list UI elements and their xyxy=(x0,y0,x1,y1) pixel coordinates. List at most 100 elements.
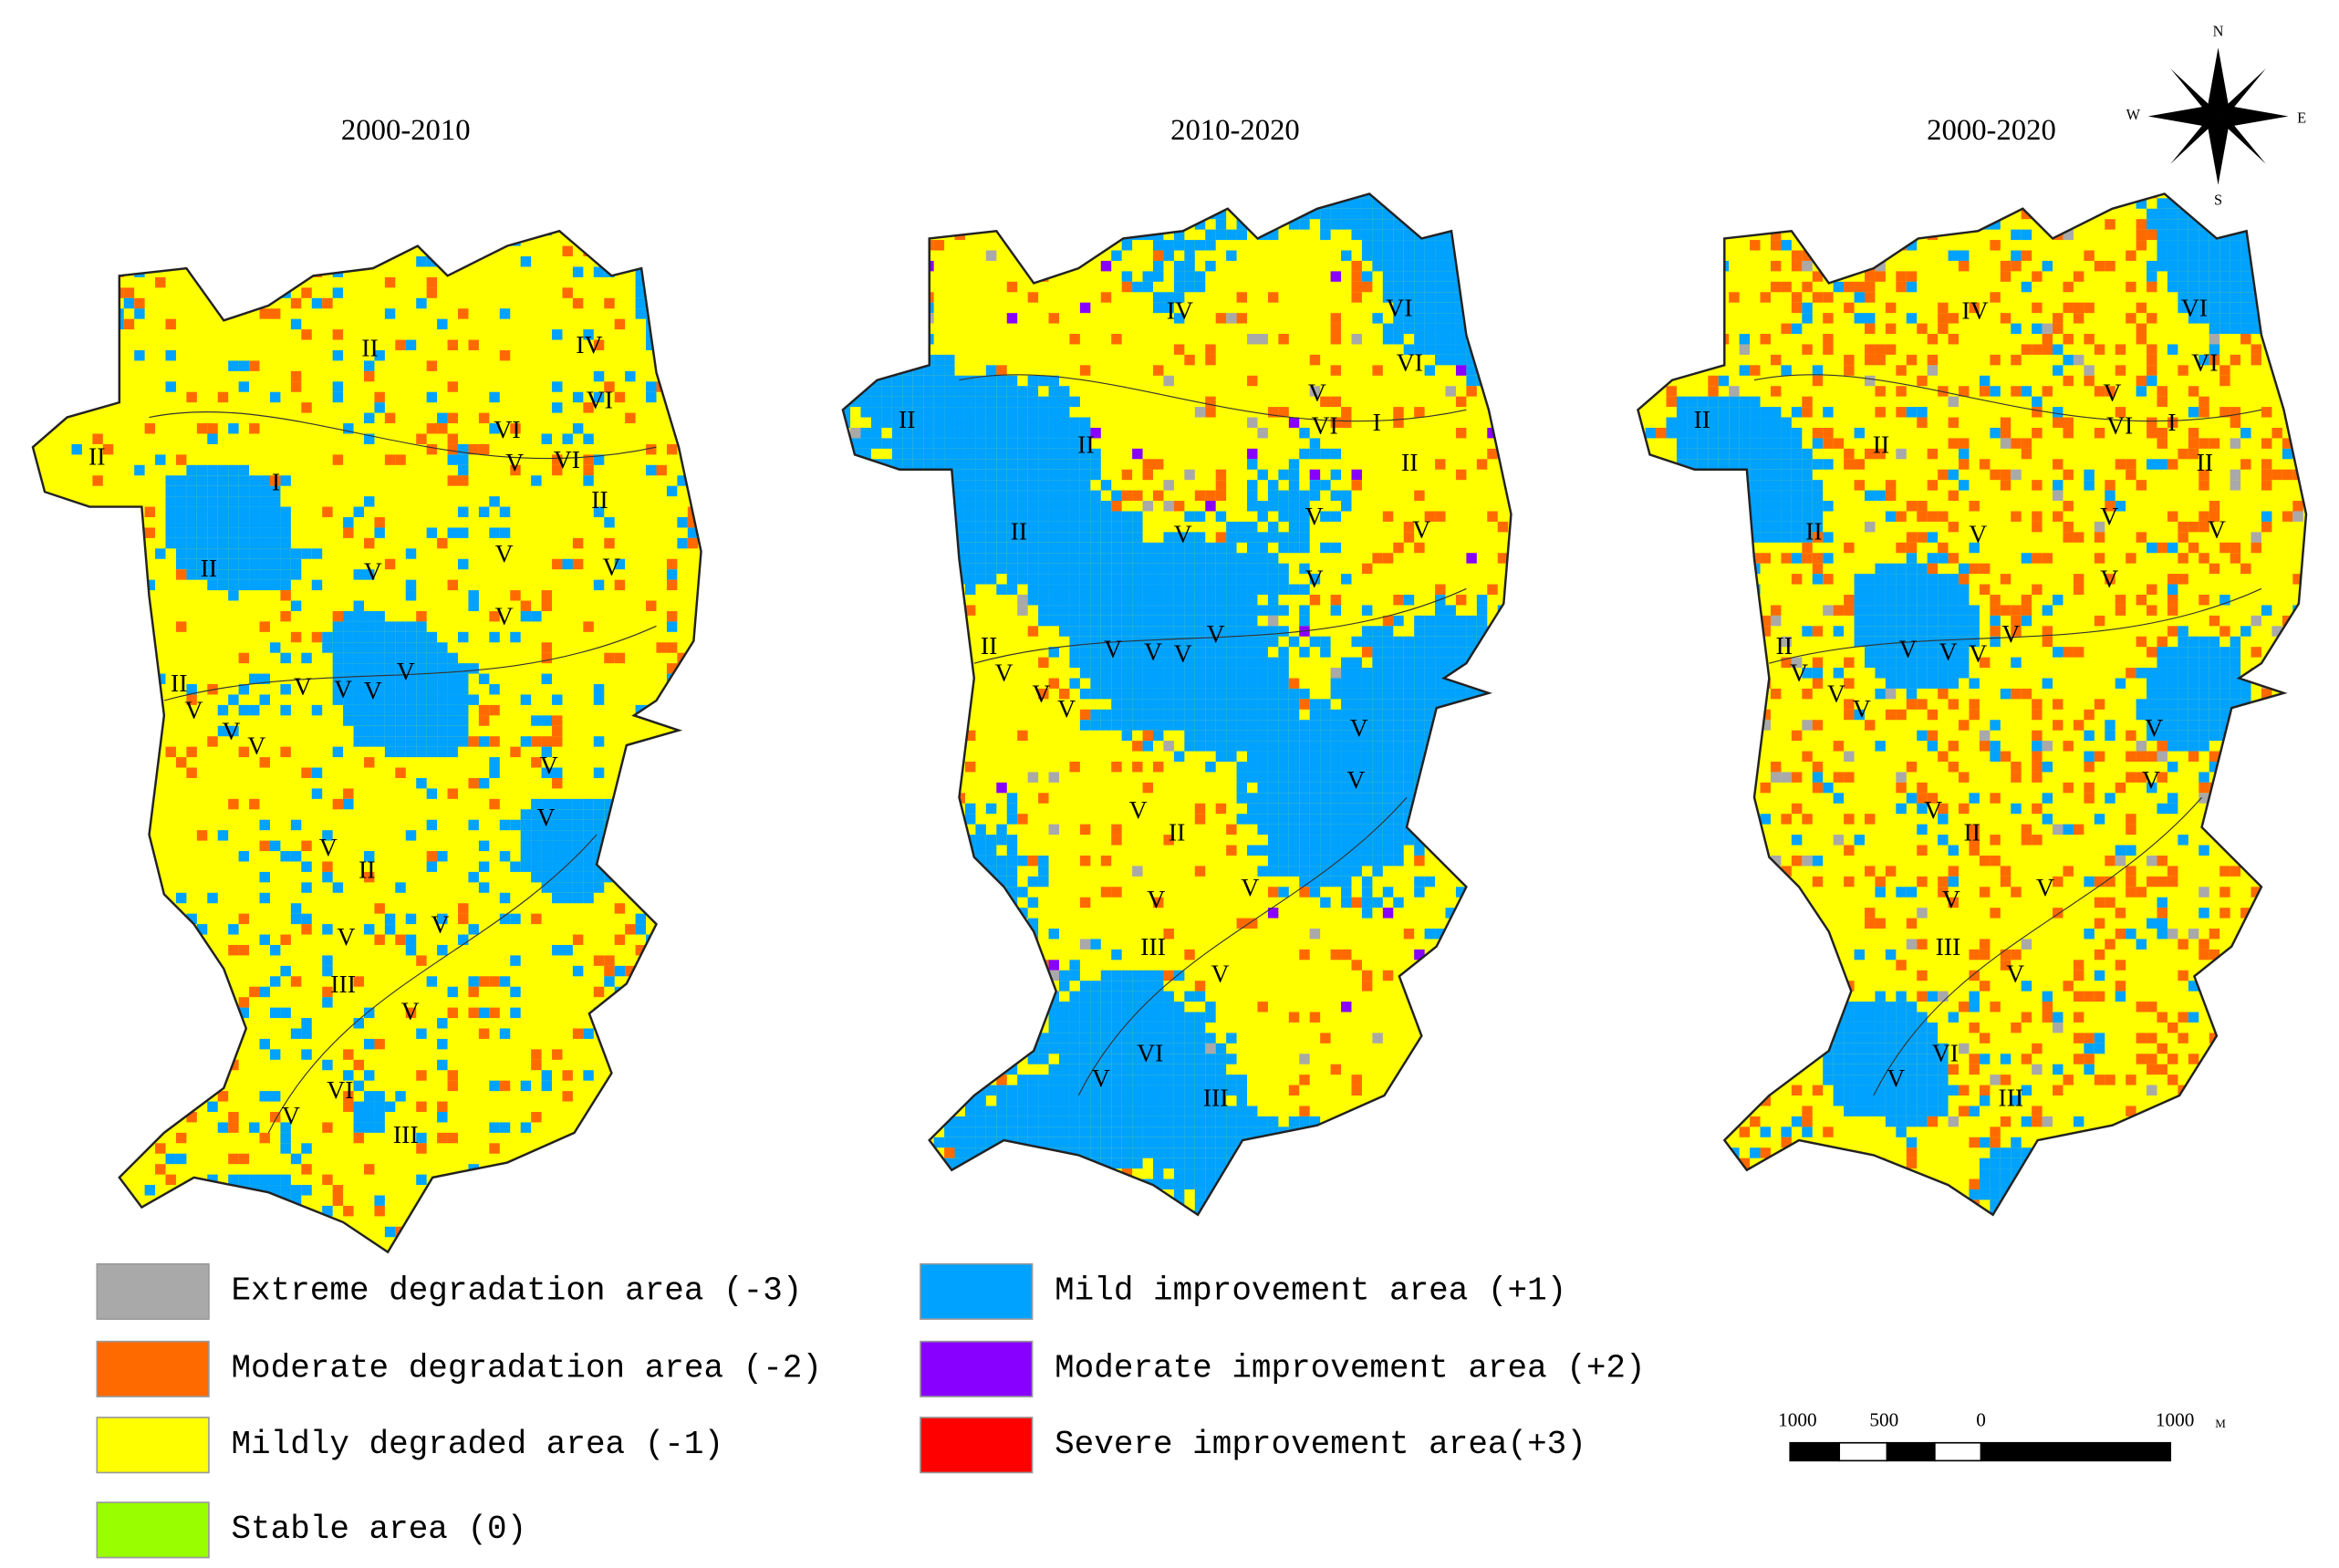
map-cell xyxy=(81,1049,93,1060)
map-cell xyxy=(860,949,871,961)
map-cell xyxy=(572,892,584,904)
map-cell xyxy=(1341,219,1352,230)
map-cell xyxy=(1215,1116,1227,1127)
map-cell xyxy=(850,344,861,355)
map-cell xyxy=(395,684,406,695)
map-cell xyxy=(1309,469,1321,481)
map-cell xyxy=(1247,219,1258,230)
map-cell xyxy=(134,1049,145,1060)
map-cell xyxy=(1079,824,1091,836)
map-cell xyxy=(614,1049,626,1060)
map-cell xyxy=(1100,501,1112,512)
map-cell xyxy=(1382,730,1394,742)
map-cell xyxy=(1455,1033,1467,1044)
map-cell xyxy=(196,537,208,549)
map-cell xyxy=(677,318,688,330)
map-cell xyxy=(447,433,459,444)
map-cell xyxy=(1299,198,1310,209)
map-cell xyxy=(912,313,924,324)
map-cell xyxy=(269,1205,281,1217)
map-cell xyxy=(881,918,892,929)
map-cell xyxy=(677,1195,688,1206)
map-cell xyxy=(677,433,688,444)
map-cell xyxy=(923,553,934,564)
map-cell xyxy=(881,845,892,856)
map-cell xyxy=(61,1153,72,1165)
map-cell xyxy=(1027,553,1039,564)
map-cell xyxy=(1132,720,1143,731)
map-cell xyxy=(902,876,913,888)
map-cell xyxy=(1288,1189,1300,1200)
map-cell xyxy=(666,579,678,591)
map-cell xyxy=(1445,970,1456,981)
map-cell xyxy=(1090,563,1101,575)
map-cell xyxy=(1027,594,1039,606)
map-cell xyxy=(1101,177,1111,187)
map-cell xyxy=(437,663,448,674)
map-cell xyxy=(1173,240,1185,251)
map-cell xyxy=(552,193,562,203)
map-cell xyxy=(996,929,1007,940)
map-cell xyxy=(405,631,417,643)
map-cell xyxy=(1142,594,1154,606)
map-cell xyxy=(902,302,913,314)
map-cell xyxy=(374,1205,385,1217)
panel-title: 2010-2020 xyxy=(1170,114,1300,147)
map-cell xyxy=(996,532,1007,543)
map-cell xyxy=(1100,1054,1112,1064)
map-cell xyxy=(102,1070,114,1081)
map-cell xyxy=(891,1064,903,1075)
map-cell xyxy=(123,1018,135,1029)
map-cell xyxy=(698,318,702,330)
map-cell xyxy=(102,1080,114,1092)
map-cell xyxy=(1341,574,1352,585)
map-cell xyxy=(165,537,176,549)
map-cell xyxy=(1497,344,1509,355)
map-cell xyxy=(985,250,997,261)
map-cell xyxy=(426,788,438,799)
map-cell xyxy=(322,997,333,1008)
map-cell xyxy=(542,204,552,214)
map-cell xyxy=(1424,824,1436,836)
map-cell xyxy=(923,574,934,585)
map-cell xyxy=(1382,720,1394,731)
map-cell xyxy=(1111,553,1122,564)
map-cell xyxy=(1038,1210,1049,1215)
map-cell xyxy=(175,976,187,987)
map-cell xyxy=(1090,459,1101,470)
map-cell xyxy=(1309,636,1321,648)
map-cell xyxy=(1163,1158,1174,1169)
map-cell xyxy=(842,354,851,366)
map-cell xyxy=(698,496,702,507)
map-cell xyxy=(677,256,688,267)
map-cell xyxy=(614,903,626,914)
map-cell xyxy=(217,496,229,507)
map-cell xyxy=(1079,584,1091,595)
map-cell xyxy=(1006,1210,1018,1215)
map-cell xyxy=(269,642,281,653)
map-cell xyxy=(870,1085,882,1096)
map-cell xyxy=(1508,313,1512,324)
map-cell xyxy=(1163,302,1174,314)
map-cell xyxy=(562,204,572,214)
map-cell xyxy=(1341,1210,1352,1215)
map-cell xyxy=(416,955,427,966)
map-cell xyxy=(196,464,208,476)
map-cell xyxy=(933,240,945,251)
map-cell xyxy=(1278,407,1289,418)
zone-label: V xyxy=(401,998,420,1026)
map-cell xyxy=(912,1043,924,1054)
map-cell xyxy=(1184,647,1195,658)
map-cell xyxy=(280,684,291,695)
map-cell xyxy=(1236,553,1248,564)
map-cell xyxy=(964,1199,976,1210)
map-cell xyxy=(1424,626,1436,637)
map-cell xyxy=(912,1012,924,1023)
map-cell xyxy=(933,1189,945,1200)
map-cell xyxy=(1445,688,1456,700)
map-cell xyxy=(1414,887,1425,898)
map-cell xyxy=(1184,1012,1195,1023)
map-cell xyxy=(850,594,861,606)
map-cell xyxy=(1142,208,1154,220)
map-cell xyxy=(1435,167,1445,177)
